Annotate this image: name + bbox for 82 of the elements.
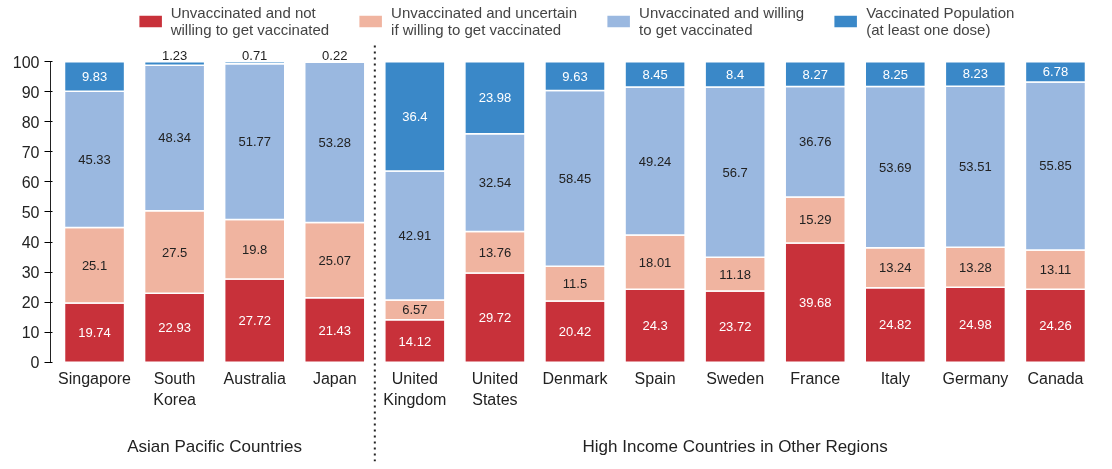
x-tick-label: South Korea: [153, 370, 197, 408]
data-label: 32.54: [478, 175, 512, 191]
y-tick-label: 60: [21, 173, 40, 191]
data-label: 27.5: [161, 244, 188, 260]
x-tick-label: Sweden: [706, 370, 765, 388]
data-label: 8.4: [726, 66, 745, 82]
legend-label: Unvaccinated and uncertain if willing to get vaccinated: [391, 4, 578, 38]
data-label: 23.72: [718, 319, 752, 335]
data-label: 18.01: [638, 254, 672, 270]
data-label: 27.72: [238, 313, 271, 329]
data-label: 36.4: [402, 108, 428, 124]
x-tick-label: Italy: [880, 370, 910, 388]
data-label: 25.1: [81, 257, 108, 273]
data-label: 14.12: [398, 333, 432, 349]
data-label: 39.68: [798, 295, 832, 311]
data-label: 53.28: [318, 134, 352, 150]
data-label: 13.76: [478, 244, 512, 260]
data-label: 53.69: [879, 159, 912, 175]
y-tick-label: 30: [21, 264, 40, 282]
x-tick-label: Canada: [1027, 370, 1084, 388]
data-label: 49.24: [638, 153, 672, 169]
data-label: 0.22: [322, 47, 348, 63]
x-tick-label: United States: [471, 370, 519, 408]
y-tick-label: 20: [21, 294, 40, 312]
x-tick-label: Spain: [634, 370, 676, 388]
data-label: 0.71: [242, 47, 268, 63]
data-label: 13.11: [1039, 262, 1072, 278]
data-label: 15.29: [798, 212, 832, 228]
x-tick-label: Australia: [223, 370, 286, 388]
text: Asian Pacific Countries: [127, 436, 303, 456]
y-tick-label: 70: [21, 143, 40, 161]
data-label: 24.98: [959, 317, 992, 333]
data-label: 11.5: [562, 276, 588, 292]
x-tick-label: Germany: [942, 370, 1009, 388]
legend-label: Vaccinated Population (at least one dose): [866, 4, 1015, 38]
data-label: 48.34: [158, 130, 191, 146]
data-label: 1.23: [161, 47, 188, 63]
data-label: 13.24: [879, 260, 912, 276]
data-label: 6.57: [402, 302, 428, 318]
data-label: 45.33: [78, 151, 111, 167]
legend-label: Unvaccinated and willing to get vaccinated: [639, 4, 805, 38]
y-tick-label: 100: [12, 53, 40, 71]
y-tick-label: 40: [21, 234, 40, 252]
data-label: 23.98: [478, 90, 512, 106]
data-label: 11.18: [719, 266, 751, 282]
legend-label: Unvaccinated and not willing to get vaccinated: [170, 4, 330, 38]
data-label: 24.26: [1039, 318, 1072, 334]
data-label: 22.93: [158, 320, 191, 336]
data-label: 8.27: [802, 66, 828, 82]
y-tick-label: 10: [21, 324, 40, 342]
y-tick-label: 90: [21, 83, 40, 101]
x-tick-label: Denmark: [542, 370, 609, 388]
text: High Income Countries in Other Regions: [582, 436, 888, 456]
y-tick-label: 0: [30, 354, 40, 372]
data-label: 53.51: [959, 159, 992, 175]
data-label: 19.74: [78, 325, 111, 341]
x-tick-label: France: [790, 370, 841, 388]
data-label: 24.3: [642, 318, 668, 334]
data-label: 56.7: [722, 164, 748, 180]
data-label: 51.77: [238, 134, 271, 150]
y-tick-label: 50: [21, 203, 40, 221]
y-tick-label: 80: [21, 113, 40, 131]
data-label: 8.45: [642, 66, 668, 82]
data-label: 36.76: [798, 134, 832, 150]
data-label: 24.82: [879, 317, 912, 333]
data-label: 20.42: [558, 324, 592, 340]
data-label: 29.72: [478, 310, 512, 326]
data-label: 8.25: [882, 66, 908, 82]
data-label: 42.91: [398, 228, 432, 244]
data-label: 13.28: [959, 259, 992, 275]
data-label: 6.78: [1042, 64, 1069, 80]
data-label: 19.8: [242, 241, 268, 257]
data-label: 21.43: [318, 322, 352, 338]
data-label: 8.23: [962, 66, 989, 82]
data-label: 25.07: [318, 252, 352, 268]
data-label: 9.63: [562, 68, 588, 84]
data-label: 55.85: [1039, 158, 1072, 174]
x-tick-label: Singapore: [58, 370, 132, 388]
x-tick-label: United Kingdom: [383, 370, 447, 408]
data-label: 9.83: [81, 68, 108, 84]
data-label: 58.45: [558, 170, 592, 186]
x-tick-label: Japan: [312, 370, 357, 388]
